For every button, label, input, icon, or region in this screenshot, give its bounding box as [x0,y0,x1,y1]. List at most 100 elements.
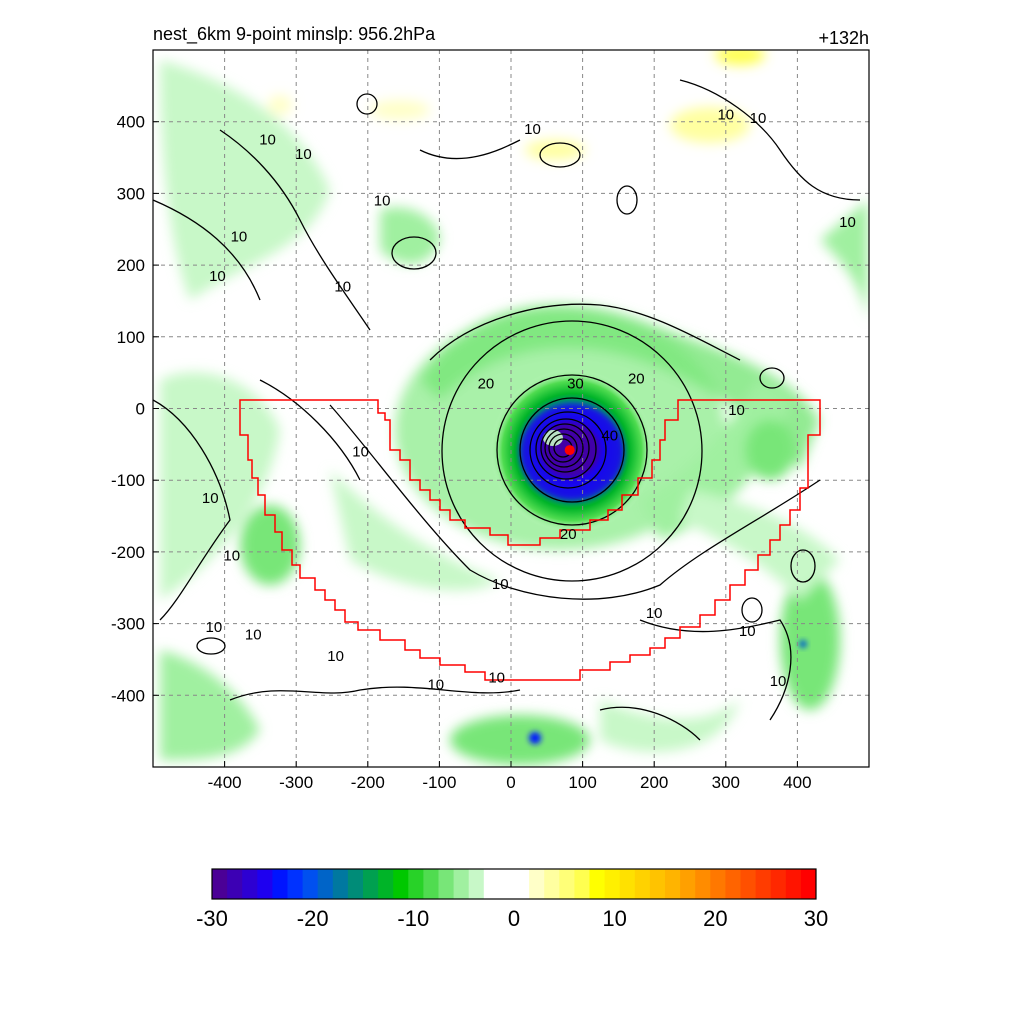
x-tick-label: 400 [783,773,811,792]
chart-title-left: nest_6km 9-point minslp: 956.2hPa [153,24,436,45]
contour-40 [519,397,625,503]
plot-area: 10 10 10 10 10 10 10 10 10 10 10 10 10 10 10 10 10 10 10 10… [153,50,869,767]
contour-label: 10 [750,110,767,127]
colorbar-swatch [257,869,273,899]
x-tick-label: 300 [712,773,740,792]
colorbar-swatch [740,869,757,899]
contour-label: 10 [717,107,734,124]
colorbar-swatch [438,869,455,899]
x-axis: -400 -300 -200 -100 0 100 200 300 400 [208,761,812,792]
colorbar-swatch [212,869,228,899]
wind-contours [153,79,861,741]
colorbar-swatch [544,869,560,899]
colorbar-swatch [347,869,364,899]
x-tick-label: -400 [208,773,242,792]
contour-label: 10 [646,605,663,622]
contour-10-island [391,236,437,270]
colorbar-swatch [317,869,334,899]
contour-label: 20 [478,375,495,392]
contour-20 [441,320,703,582]
y-tick-label: 0 [136,400,145,419]
contour-label: 10 [327,648,344,665]
colorbar-swatch [559,869,575,899]
y-tick-label: 400 [117,113,145,132]
colorbar-swatch [725,869,741,899]
colorbar-swatch [574,869,590,899]
colorbar-swatch [378,869,394,899]
colorbar-tick-label: -10 [397,906,429,931]
colorbar-swatch [649,869,666,899]
colorbar-swatch [242,869,258,899]
colorbar-swatch [408,869,424,899]
colorbar-swatch [634,869,651,899]
x-tick-label: -100 [422,773,456,792]
colorbar-swatch [755,869,772,899]
colorbar-swatch [287,869,304,899]
colorbar-swatch [363,869,379,899]
contour-label: 10 [295,146,312,163]
x-tick-label: 200 [640,773,668,792]
colorbar-swatch [619,869,636,899]
x-tick-label: 0 [506,773,515,792]
contour-label: 10 [770,673,787,690]
x-tick-label: 100 [568,773,596,792]
colorbar-swatch [393,869,409,899]
y-tick-label: -200 [111,543,145,562]
contour-label: 10 [739,623,756,640]
colorbar-tick-label: 30 [804,906,828,931]
colorbar-swatch [529,869,545,899]
x-tick-label: -300 [279,773,313,792]
contour-label: 10 [209,268,226,285]
contour-label: 10 [427,677,444,694]
chart-title-right: +132h [818,28,869,48]
contour-label: 30 [567,375,584,392]
colorbar-frame [211,868,817,900]
colorbar-tick-label: 10 [602,906,626,931]
y-tick-label: -400 [111,686,145,705]
contour-label: 10 [223,547,240,564]
contour-label: 20 [628,370,645,387]
colorbar-swatch [302,869,319,899]
colorbar-swatch [665,869,681,899]
contour-label: 10 [202,490,219,507]
colorbar-tick-label: 0 [508,906,520,931]
colorbar-tick-label: -30 [196,906,228,931]
contour-label: 10 [206,619,223,636]
x-tick-label: -200 [351,773,385,792]
contour-label: 10 [524,121,541,138]
contour-label: 10 [231,228,248,245]
contour-label: 10 [728,402,745,419]
contour-label: 10 [374,193,391,210]
contour-label: 10 [245,626,262,643]
analysis-boundary [239,399,821,681]
colorbar-swatch [785,869,802,899]
y-tick-label: 300 [117,184,145,203]
colorbar-swatch [695,869,711,899]
contour-30 [496,374,648,526]
contour-label: 20 [560,526,577,543]
colorbar-swatch [800,869,817,899]
colorbar-swatch [604,869,621,899]
y-axis: 400 300 200 100 0 -100 -200 -300 -400 [111,113,159,705]
contour-label: 40 [601,428,618,445]
contour-label: 10 [334,279,351,296]
colorbar-swatch [589,869,606,899]
contour-label: 10 [492,576,509,593]
contour-label: 10 [259,132,276,149]
y-tick-label: 100 [117,328,145,347]
colorbar-swatch [680,869,696,899]
contour-label: 10 [352,444,369,461]
colorbar: -30 -20 -10 0 10 20 30 [196,868,828,931]
colorbar-tick-label: 20 [703,906,727,931]
y-tick-label: -300 [111,615,145,634]
y-tick-label: 200 [117,256,145,275]
colorbar-swatch [710,869,726,899]
contour-label: 10 [488,669,505,686]
colorbar-swatch [514,869,530,899]
colorbar-swatch [332,869,349,899]
colorbar-swatch [483,869,500,899]
colorbar-swatch [272,869,288,899]
contour-10-inner [329,404,821,600]
contour-labels: 10 10 10 10 10 10 10 10 10 10 10 10 10 10 10 10 10 10 10 10… [202,107,856,694]
